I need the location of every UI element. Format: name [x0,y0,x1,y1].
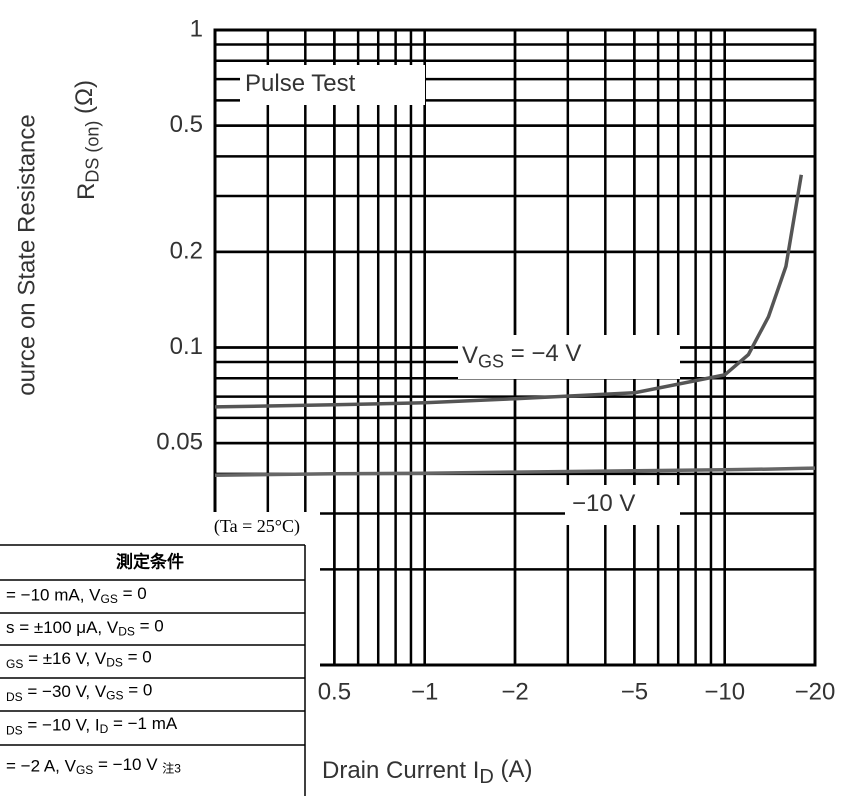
x-tick-label: −2 [501,678,528,705]
x-tick-label: −20 [795,678,836,705]
text-part: V [462,342,478,369]
y-tick-label: 1 [190,15,203,42]
subscript: GS [478,351,504,371]
subscript: D [479,766,493,788]
subscript: DS [6,690,23,704]
x-tick-label: −10 [704,678,745,705]
table-note: (Ta = 25°C) [214,516,300,537]
subscript: DS [118,625,135,639]
text-part: = 0 [123,648,152,667]
text-part: = −10 mA, V [6,586,101,605]
line-series [214,174,804,409]
label-bg [565,485,680,525]
table-cell: DS = −10 V, ID = −1 mA [6,714,178,737]
text-part: = −30 V, V [23,682,107,701]
labels: 1 0.5 0.2 0.1 0.05 0.5 −1 −2 −5 −10 −20 Pulse Test V… [13,15,835,788]
text-part: Pulse Test [245,70,356,97]
y-tick-label: 0.5 [170,111,203,138]
table-cell: DS = −30 V, VGS = 0 [6,681,152,704]
annotation: −10 V [572,490,635,517]
curves [214,174,816,477]
annotation: Pulse Test [245,70,356,97]
text-part: = ±16 V, V [23,649,107,668]
y-axis-title: ource on State Resistance [13,114,40,396]
line-series [214,466,816,477]
subscript: GS [6,657,23,671]
table-cell: = −10 mA, VGS = 0 [6,584,147,606]
subscript: GS [106,689,123,703]
text-part: (A) [494,756,533,783]
y-tick-label: 0.05 [156,428,203,455]
y-tick-label: 0.1 [170,333,203,360]
text-part: = −10 V [93,755,162,774]
table: (Ta = 25°C)測定条件= −10 mA, VGS = 0s = ±100… [0,516,306,796]
table-header: 測定条件 [116,551,184,571]
y-axis-label: RDS (on) (Ω) [72,80,103,200]
subscript: DS [106,656,123,670]
text-part: −10 V [572,490,635,517]
subscript: DS [6,724,23,738]
text-part: = 0 [118,584,147,603]
annotation: VGS = −4 V [462,341,581,372]
label-bg [240,65,425,105]
text-part: Drain Current I [322,757,479,784]
text-part: = −4 V [504,341,581,368]
table-cover [0,512,320,796]
subscript: GS [101,592,118,606]
y-tick-label: 0.2 [170,237,203,264]
text-part: = 0 [135,617,164,636]
subscript: GS [76,763,93,777]
x-tick-label: −5 [621,678,648,705]
subscript: DS (on) [82,121,102,183]
text-part: = −10 V, I [23,716,100,735]
text-part: = 0 [124,681,153,700]
text-part: = −1 mA [108,714,178,733]
text-part: = −2 A, V [6,757,77,776]
x-tick-label: 0.5 [318,678,351,705]
x-axis-label: Drain Current ID (A) [322,756,533,788]
table-cell: s = ±100 μA, VDS = 0 [6,617,164,639]
text-part: R [73,183,100,200]
subscript: 注3 [162,761,181,776]
table-cell: = −2 A, VGS = −10 V 注3 [6,755,181,777]
text-part: (Ω) [72,80,99,121]
label-bg [458,335,680,379]
x-tick-label: −1 [411,678,438,705]
text-part: s = ±100 μA, V [6,618,119,637]
table-cell: GS = ±16 V, VDS = 0 [6,648,152,671]
subscript: D [100,722,109,736]
